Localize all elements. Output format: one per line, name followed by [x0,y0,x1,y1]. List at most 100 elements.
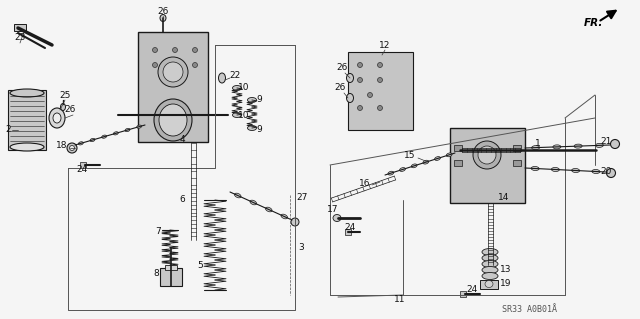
Text: 17: 17 [327,205,339,214]
Bar [454,145,462,151]
Bar [480,280,498,289]
Text: 15: 15 [404,152,416,160]
Bar [450,128,525,203]
Ellipse shape [482,249,498,256]
Ellipse shape [232,85,241,91]
Text: 24: 24 [344,224,356,233]
Text: 5: 5 [197,261,203,270]
Ellipse shape [193,63,198,68]
Ellipse shape [160,14,166,21]
Text: 2: 2 [5,125,11,135]
Bar [460,291,466,297]
Bar [165,265,177,270]
Text: 9: 9 [256,125,262,135]
Text: 20: 20 [600,167,611,176]
Bar [513,145,521,151]
Text: 21: 21 [600,137,611,146]
Text: 12: 12 [380,41,390,50]
Ellipse shape [102,135,107,138]
Ellipse shape [248,98,257,102]
Ellipse shape [232,113,241,117]
Text: 4: 4 [179,136,185,145]
Ellipse shape [218,73,225,83]
Ellipse shape [574,144,582,148]
Ellipse shape [532,145,540,150]
Ellipse shape [70,145,74,151]
Ellipse shape [482,266,498,273]
Text: SR33 A0B01Å: SR33 A0B01Å [502,306,557,315]
Ellipse shape [53,113,61,123]
Ellipse shape [478,146,496,164]
Ellipse shape [482,272,498,279]
Ellipse shape [378,63,383,68]
Ellipse shape [412,164,417,168]
Text: 26: 26 [64,106,76,115]
Ellipse shape [234,193,241,198]
Ellipse shape [291,218,299,226]
Bar [160,268,182,286]
Ellipse shape [358,63,362,68]
Ellipse shape [137,125,141,128]
Ellipse shape [485,280,493,287]
Ellipse shape [10,143,44,151]
Ellipse shape [158,57,188,87]
Bar [138,32,208,142]
Ellipse shape [159,104,187,136]
Text: 18: 18 [56,140,68,150]
Ellipse shape [607,168,616,177]
Ellipse shape [281,214,287,219]
Bar [345,229,351,235]
Ellipse shape [553,145,561,149]
Ellipse shape [78,142,83,145]
Text: 27: 27 [296,192,307,202]
Ellipse shape [113,132,118,135]
Text: 16: 16 [359,179,371,188]
Ellipse shape [399,167,405,171]
Bar [80,162,86,168]
Ellipse shape [152,48,157,53]
Text: 26: 26 [336,63,348,72]
Text: 10: 10 [238,84,250,93]
Ellipse shape [333,214,341,221]
Text: 26: 26 [157,8,169,17]
Text: 23: 23 [14,33,26,42]
Ellipse shape [10,89,44,97]
Text: 10: 10 [238,110,250,120]
Ellipse shape [572,168,580,173]
Ellipse shape [358,78,362,83]
Bar [8,90,46,150]
Text: 25: 25 [60,91,70,100]
Ellipse shape [173,48,177,53]
Ellipse shape [67,143,77,153]
Ellipse shape [250,200,257,205]
Ellipse shape [248,125,257,130]
Ellipse shape [154,99,192,141]
Ellipse shape [61,103,65,110]
Ellipse shape [49,108,65,128]
Text: 19: 19 [500,278,511,287]
Ellipse shape [358,106,362,110]
Ellipse shape [552,167,559,172]
Text: 13: 13 [500,265,511,275]
Ellipse shape [193,48,198,53]
Ellipse shape [378,78,383,83]
Ellipse shape [446,153,452,157]
Ellipse shape [346,73,353,83]
Ellipse shape [473,141,501,169]
Ellipse shape [482,261,498,268]
Bar [513,160,521,166]
Ellipse shape [592,169,600,174]
Ellipse shape [611,139,620,149]
Bar [454,160,462,166]
Ellipse shape [90,138,95,142]
Text: 6: 6 [179,196,185,204]
Ellipse shape [367,93,372,98]
Ellipse shape [163,62,183,82]
Text: 8: 8 [153,270,159,278]
Bar [348,52,413,130]
Ellipse shape [388,171,394,175]
Text: 22: 22 [229,70,241,79]
Ellipse shape [423,160,429,164]
Text: 9: 9 [256,95,262,105]
Ellipse shape [378,106,383,110]
